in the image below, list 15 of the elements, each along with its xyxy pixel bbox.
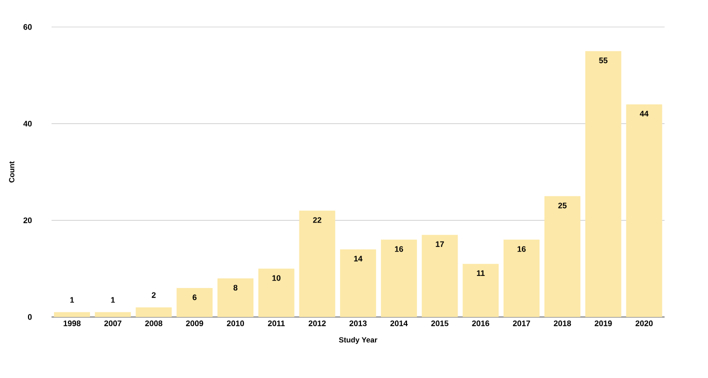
- bar: [544, 196, 580, 317]
- bar: [54, 312, 90, 317]
- bar: [136, 307, 172, 317]
- bar: [585, 51, 622, 317]
- bar: [176, 288, 213, 317]
- bar: [299, 210, 336, 317]
- bar: [504, 240, 540, 317]
- bar: [422, 234, 458, 317]
- bar: [380, 240, 417, 317]
- bar: [462, 264, 499, 317]
- bar: [340, 249, 376, 317]
- bar: [217, 278, 254, 317]
- bar: [626, 104, 662, 317]
- bar: [94, 312, 131, 317]
- bar: [258, 268, 294, 317]
